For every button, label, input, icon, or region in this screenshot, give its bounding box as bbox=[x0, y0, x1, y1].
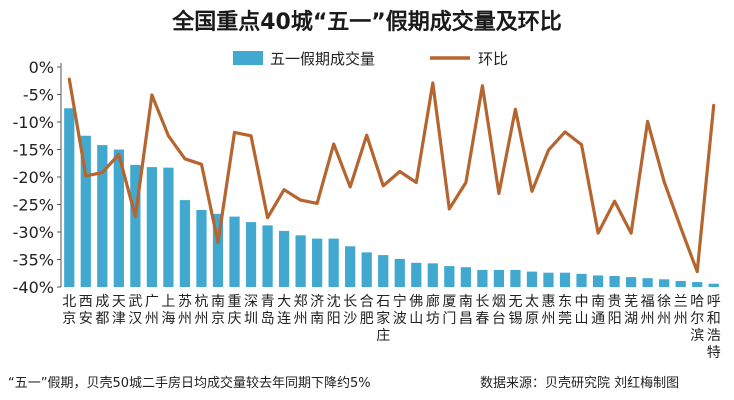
bar-济南 bbox=[312, 238, 323, 287]
x-tick-label: 北京 bbox=[62, 294, 76, 327]
bar-沈阳 bbox=[328, 238, 339, 287]
bar-成都 bbox=[97, 145, 108, 287]
bar-长沙 bbox=[345, 246, 356, 287]
y-tick-label: -40% bbox=[13, 278, 54, 297]
x-tick-label: 廊坊 bbox=[426, 293, 440, 327]
bar-芜湖 bbox=[625, 277, 637, 287]
x-tick-label: 济南 bbox=[310, 294, 324, 327]
x-tick-label: 佛山 bbox=[409, 294, 423, 327]
bar-武汉 bbox=[130, 164, 141, 287]
x-tick-label: 徐州 bbox=[657, 294, 671, 327]
x-tick-label: 宁波 bbox=[393, 293, 407, 327]
x-tick-label: 西安 bbox=[79, 294, 93, 327]
legend-bar-label: 五一假期成交量 bbox=[270, 50, 375, 68]
y-tick-label: 0% bbox=[29, 58, 54, 77]
bar-徐州 bbox=[659, 279, 670, 287]
bar-广州 bbox=[146, 167, 158, 287]
bar-青岛 bbox=[262, 225, 273, 287]
y-tick-label: -15% bbox=[13, 141, 54, 160]
bar-石家庄 bbox=[378, 255, 389, 287]
bar-天津 bbox=[113, 149, 124, 287]
bar-长春 bbox=[477, 269, 488, 287]
x-tick-label: 武汉 bbox=[128, 294, 142, 327]
y-tick-label: -25% bbox=[13, 196, 54, 215]
x-tick-label: 上海 bbox=[161, 294, 175, 327]
bar-杭州 bbox=[196, 210, 207, 287]
bar-太原 bbox=[526, 271, 538, 287]
bar-廊坊 bbox=[427, 263, 438, 287]
bar-西安 bbox=[80, 135, 91, 287]
x-tick-label: 合肥 bbox=[360, 294, 374, 327]
bar-大连 bbox=[278, 230, 290, 287]
x-tick-label: 兰州 bbox=[674, 294, 688, 327]
bar-贵阳 bbox=[609, 276, 620, 287]
bar-郑州 bbox=[295, 235, 306, 287]
x-tick-label: 哈尔滨 bbox=[690, 294, 704, 344]
x-tick-label: 呼和浩特 bbox=[707, 294, 721, 361]
bar-无锡 bbox=[510, 269, 521, 287]
bar-惠州 bbox=[543, 272, 554, 287]
x-tick-label: 南通 bbox=[591, 294, 605, 327]
footnote-left: “五一”假期，贝壳50城二手房日均成交量较去年同期下降约5% bbox=[8, 376, 371, 391]
x-tick-label: 杭州 bbox=[194, 294, 208, 327]
x-tick-label: 东莞 bbox=[558, 294, 572, 327]
x-tick-label: 成都 bbox=[95, 294, 109, 327]
bar-呼和浩特 bbox=[708, 283, 719, 287]
bar-中山 bbox=[576, 273, 587, 287]
y-tick-label: -35% bbox=[13, 251, 54, 270]
bar-兰州 bbox=[675, 280, 686, 287]
x-tick-label: 太原 bbox=[525, 294, 539, 327]
x-tick-label: 福州 bbox=[641, 294, 655, 327]
x-tick-label: 石家庄 bbox=[376, 294, 390, 344]
x-tick-label: 烟台 bbox=[492, 294, 506, 327]
bar-南昌 bbox=[460, 267, 471, 287]
bar-宁波 bbox=[394, 258, 405, 287]
x-tick-label: 厦门 bbox=[442, 294, 456, 327]
x-tick-label: 深圳 bbox=[244, 294, 258, 327]
x-tick-label: 苏州 bbox=[178, 294, 192, 327]
bar-上海 bbox=[163, 167, 174, 287]
x-tick-label: 青岛 bbox=[261, 294, 275, 327]
chart-title: 全国重点40城“五一”假期成交量及环比 bbox=[172, 10, 562, 35]
bar-苏州 bbox=[179, 200, 191, 287]
x-tick-label: 惠州 bbox=[541, 294, 555, 327]
x-tick-label: 长沙 bbox=[343, 294, 357, 327]
bar-厦门 bbox=[444, 266, 455, 287]
x-tick-label: 天津 bbox=[112, 294, 126, 327]
footnote-source: 数据来源：贝壳研究院 刘红梅制图 bbox=[480, 376, 680, 391]
bar-北京 bbox=[64, 108, 75, 287]
legend-bar-swatch bbox=[233, 51, 263, 65]
legend-line-label: 环比 bbox=[478, 50, 508, 68]
bar-南京 bbox=[212, 213, 224, 287]
bar-福州 bbox=[642, 278, 653, 287]
x-tick-label: 长春 bbox=[475, 294, 489, 327]
bar-重庆 bbox=[229, 216, 240, 287]
bar-佛山 bbox=[411, 262, 422, 287]
bar-深圳 bbox=[245, 222, 257, 287]
x-tick-label: 无锡 bbox=[508, 294, 522, 327]
y-tick-label: -30% bbox=[13, 223, 54, 242]
x-tick-label: 大连 bbox=[277, 294, 291, 327]
x-tick-label: 中山 bbox=[575, 294, 589, 327]
x-tick-label: 重庆 bbox=[228, 294, 242, 327]
bar-合肥 bbox=[361, 252, 372, 287]
x-tick-label: 南京 bbox=[211, 294, 225, 327]
x-tick-label: 贵阳 bbox=[608, 294, 622, 327]
y-tick-label: -20% bbox=[13, 168, 54, 187]
y-tick-label: -10% bbox=[13, 113, 54, 132]
bar-烟台 bbox=[493, 269, 505, 287]
x-tick-label: 沈阳 bbox=[327, 294, 341, 327]
y-tick-label: -5% bbox=[23, 86, 54, 105]
x-tick-label: 芜湖 bbox=[624, 293, 638, 327]
line-series-环比 bbox=[67, 77, 716, 274]
bar-哈尔滨 bbox=[692, 282, 703, 287]
x-tick-label: 南昌 bbox=[459, 294, 473, 327]
x-tick-label: 郑州 bbox=[294, 294, 308, 327]
bar-东莞 bbox=[559, 272, 571, 287]
bar-南通 bbox=[592, 275, 604, 287]
x-tick-label: 广州 bbox=[145, 294, 159, 327]
